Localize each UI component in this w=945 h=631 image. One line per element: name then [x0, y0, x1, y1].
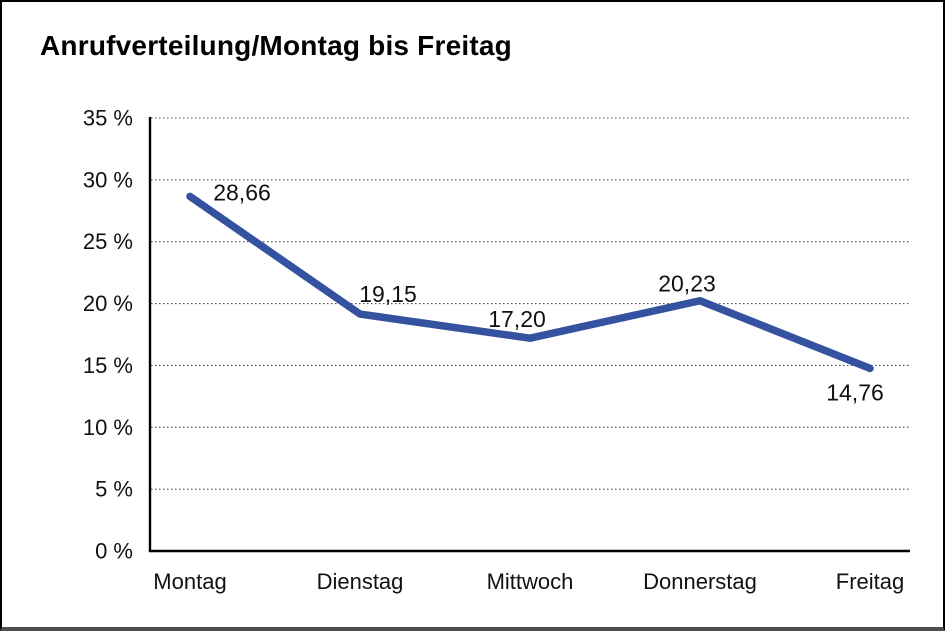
y-axis-tick-label: 20 %	[83, 291, 133, 316]
x-axis-tick-label: Montag	[153, 569, 226, 594]
y-axis-tick-label: 5 %	[95, 477, 133, 502]
y-axis-tick-label: 15 %	[83, 353, 133, 378]
y-axis-tick-label: 35 %	[83, 106, 133, 131]
data-series-line	[186, 192, 874, 373]
data-point-label: 17,20	[488, 306, 546, 332]
data-point-label: 28,66	[213, 179, 271, 205]
data-point-label: 14,76	[826, 379, 884, 405]
y-axis-tick-label: 0 %	[95, 539, 133, 564]
chart-title: Anrufverteilung/Montag bis Freitag	[40, 30, 512, 61]
x-axis-tick-label: Freitag	[836, 569, 904, 594]
y-axis-tick-label: 25 %	[83, 229, 133, 254]
y-axis-tick-label: 30 %	[83, 167, 133, 192]
data-point-label: 20,23	[658, 271, 716, 297]
x-axis-tick-label: Donnerstag	[643, 569, 757, 594]
x-axis-tick-label: Dienstag	[317, 569, 404, 594]
data-point-label: 19,15	[359, 281, 417, 307]
x-axis-tick-label: Mittwoch	[487, 569, 574, 594]
y-axis-tick-label: 10 %	[83, 415, 133, 440]
